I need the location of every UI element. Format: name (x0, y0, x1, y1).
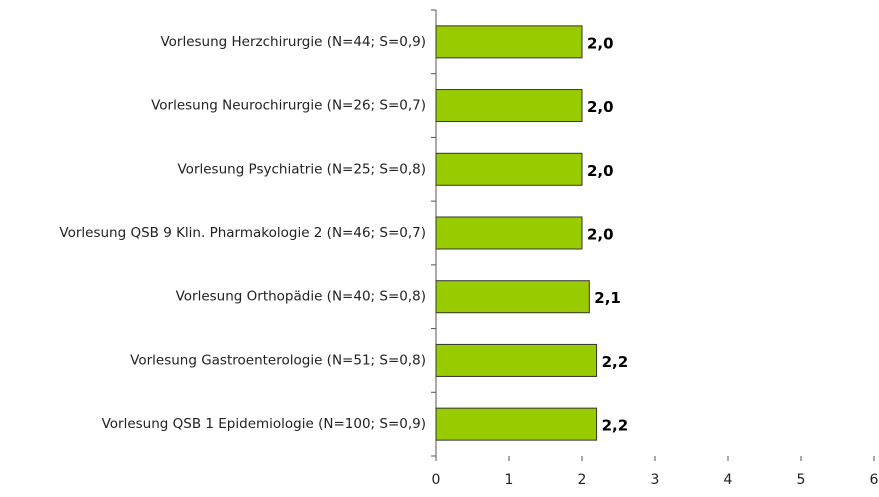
category-label: Vorlesung Psychiatrie (N=25; S=0,8) (178, 161, 427, 177)
bar (435, 216, 583, 250)
bar (435, 25, 583, 59)
value-label: 2,0 (587, 34, 614, 52)
category-label: Vorlesung Gastroenterologie (N=51; S=0,8… (130, 352, 426, 368)
x-tick-label: 0 (432, 472, 441, 488)
x-tick-label: 4 (724, 472, 733, 488)
value-label: 2,0 (587, 226, 614, 244)
bar (435, 407, 598, 441)
bar (435, 343, 598, 377)
x-tick-label: 3 (651, 472, 660, 488)
category-label: Vorlesung QSB 1 Epidemiologie (N=100; S=… (102, 416, 426, 432)
value-label: 2,0 (587, 98, 614, 116)
value-label: 2,2 (602, 353, 629, 371)
x-tick-label: 1 (505, 472, 514, 488)
value-label: 2,1 (594, 289, 621, 307)
category-label: Vorlesung Neurochirurgie (N=26; S=0,7) (151, 98, 426, 114)
category-label: Vorlesung Herzchirurgie (N=44; S=0,9) (160, 34, 426, 50)
bar (435, 152, 583, 186)
x-tick-label: 2 (578, 472, 587, 488)
bar (435, 280, 590, 314)
bar (435, 89, 583, 123)
category-label: Vorlesung Orthopädie (N=40; S=0,8) (176, 289, 426, 305)
value-label: 2,0 (587, 162, 614, 180)
x-tick-label: 6 (870, 472, 879, 488)
value-label: 2,2 (602, 417, 629, 435)
category-label: Vorlesung QSB 9 Klin. Pharmakologie 2 (N… (59, 225, 426, 241)
x-tick-label: 5 (797, 472, 806, 488)
